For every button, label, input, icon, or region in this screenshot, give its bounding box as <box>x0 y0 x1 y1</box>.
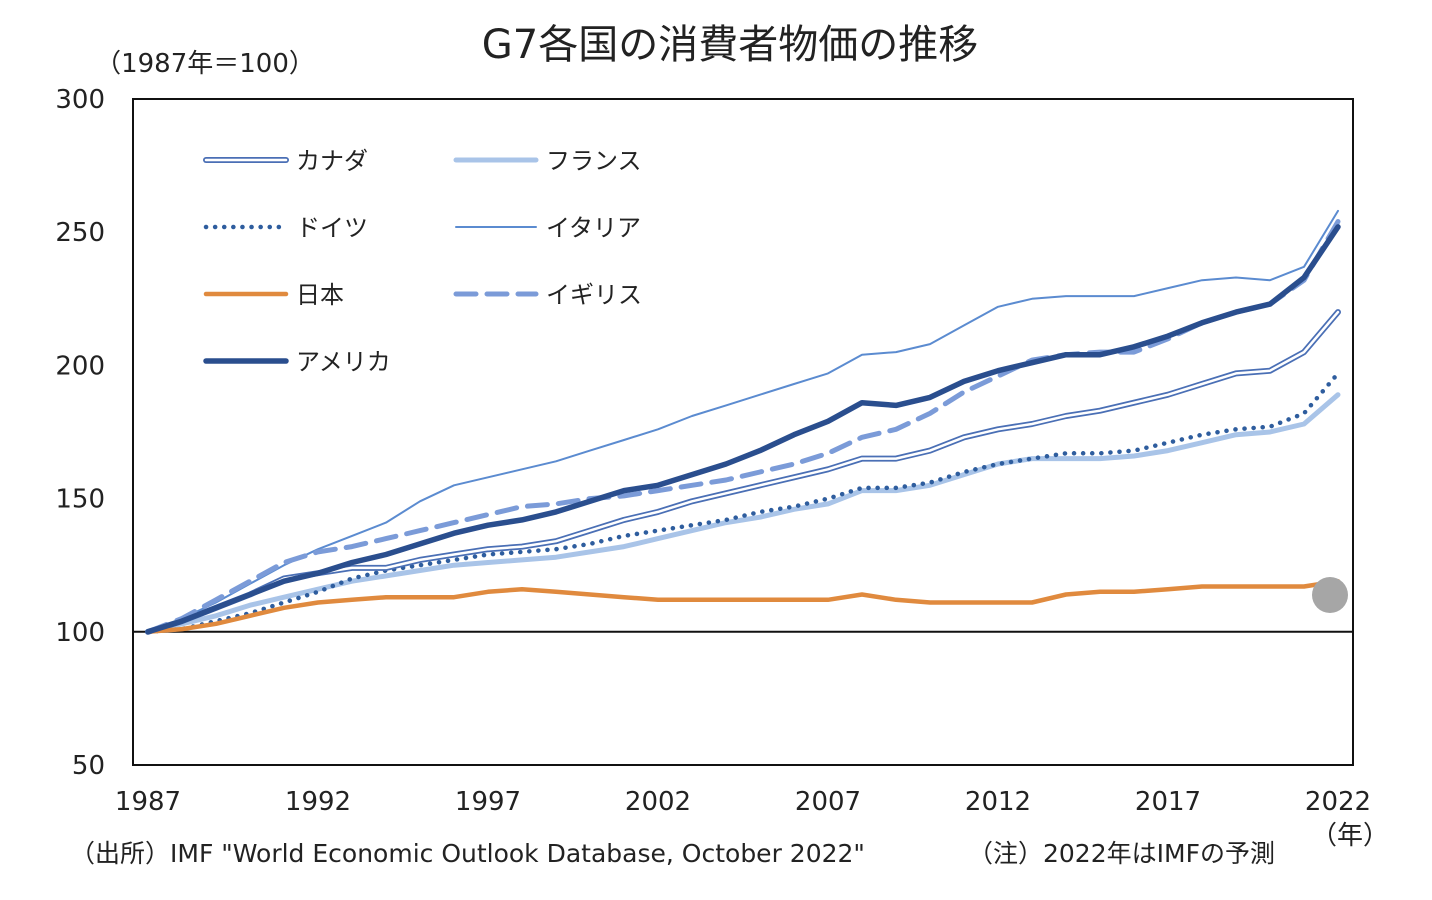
y-tick-label: 50 <box>72 751 105 781</box>
series-line-dotted <box>145 371 1341 635</box>
legend-label: カナダ <box>296 147 368 175</box>
legend-item: アメリカ <box>203 348 391 376</box>
y-tick-label: 300 <box>55 85 105 115</box>
legend-item: 日本 <box>203 281 344 309</box>
source-note: （出所）IMF "World Economic Outlook Database… <box>70 839 865 868</box>
x-tick-label: 1987 <box>115 787 181 817</box>
legend-label: ドイツ <box>296 214 368 242</box>
legend-item: イギリス <box>453 281 642 309</box>
forecast-note: （注）2022年はIMFの予測 <box>968 839 1275 868</box>
x-axis-unit-label: （年） <box>1311 821 1389 851</box>
series-dotted <box>145 371 1341 635</box>
series-double <box>145 309 1341 635</box>
x-tick-label: 1992 <box>285 787 351 817</box>
series-thick-dark <box>145 224 1341 635</box>
series-lines <box>145 209 1341 635</box>
legend-item: ドイツ <box>203 214 368 242</box>
series-line-orange <box>145 578 1341 635</box>
legend-label: 日本 <box>296 281 344 309</box>
legend-label: イギリス <box>546 281 642 309</box>
x-tick-label: 1997 <box>455 787 521 817</box>
legend-item: カナダ <box>203 147 368 175</box>
plot-area-frame <box>132 98 1354 766</box>
series-line-thick-light <box>145 392 1341 635</box>
series-line-double-inner <box>146 310 1340 634</box>
legend-item: フランス <box>453 147 642 175</box>
legend-item: イタリア <box>455 214 641 242</box>
x-tick-label: 2002 <box>625 787 691 817</box>
x-tick-label: 2017 <box>1135 787 1201 817</box>
x-tick-label: 2012 <box>965 787 1031 817</box>
series-orange <box>145 578 1341 635</box>
x-tick-label: 2022 <box>1305 787 1371 817</box>
legend-label: アメリカ <box>296 348 391 376</box>
y-tick-label: 250 <box>55 218 105 248</box>
series-line-thick-dark <box>145 224 1341 635</box>
legend-label: イタリア <box>546 214 641 242</box>
series-thick-light <box>145 392 1341 635</box>
y-tick-label: 150 <box>55 485 105 515</box>
series-dashed <box>145 219 1341 635</box>
series-line-dashed <box>145 219 1341 635</box>
cursor-indicator <box>1312 577 1348 613</box>
x-axis-ticks: 1987 1992 1997 2002 2007 2012 2017 2022 <box>115 787 1371 817</box>
y-tick-label: 200 <box>55 351 105 381</box>
series-line-thin <box>147 209 1339 633</box>
series-thin <box>147 209 1339 633</box>
x-tick-label: 2007 <box>795 787 861 817</box>
y-unit-label: （1987年＝100） <box>95 49 315 79</box>
chart-title: G7各国の消費者物価の推移 <box>482 22 978 68</box>
y-axis-ticks: 50 100 150 200 250 300 <box>55 85 105 781</box>
legend-label: フランス <box>546 147 642 175</box>
y-tick-label: 100 <box>55 618 105 648</box>
